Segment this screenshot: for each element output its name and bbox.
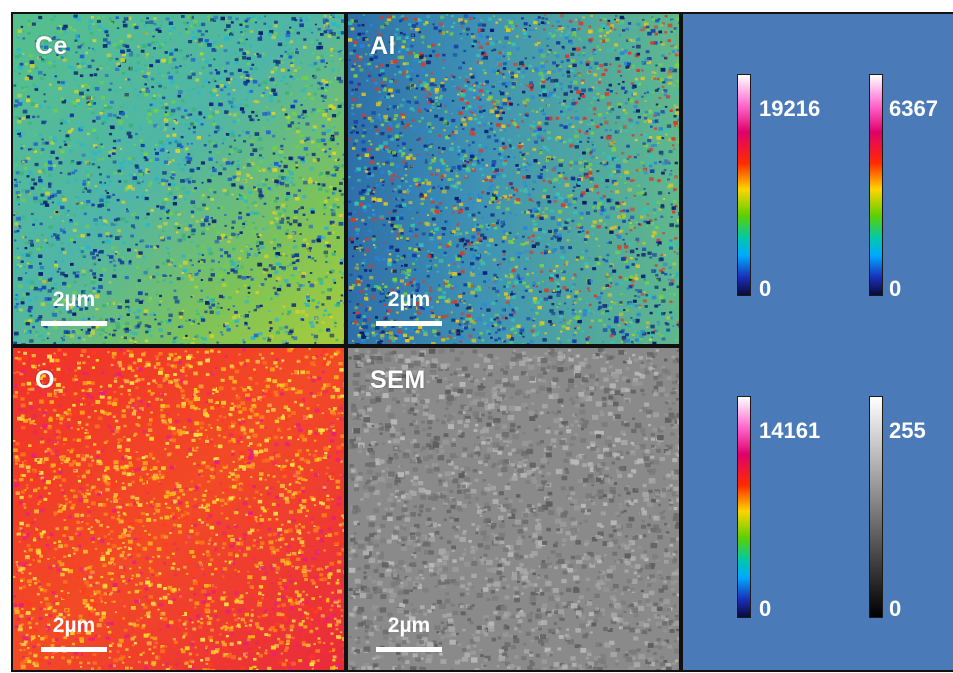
al-colorbar-min: 0 xyxy=(889,276,902,301)
ce-colorbar-min: 0 xyxy=(759,276,772,301)
o-scale-bar-label: 2µm xyxy=(52,614,96,637)
al-scale-bar: 2µm xyxy=(376,288,442,326)
sem-image-panel: SEM 2µm xyxy=(348,348,679,670)
sem-colorbar-min: 0 xyxy=(889,596,902,621)
ce-scale-bar: 2µm xyxy=(41,288,107,326)
o-scale-bar-line xyxy=(41,647,107,652)
ce-panel-label: Ce xyxy=(35,32,68,60)
ce-map-image xyxy=(13,14,344,344)
al-scale-bar-label: 2µm xyxy=(387,288,431,311)
ce-map-panel: Ce 2µm xyxy=(13,14,344,344)
ce-scale-bar-label: 2µm xyxy=(52,288,96,311)
o-scale-bar: 2µm xyxy=(41,614,107,652)
al-map-panel: Al 2µm xyxy=(348,14,679,344)
o-colorbar-min: 0 xyxy=(759,596,772,621)
o-map-panel: O 2µm xyxy=(13,348,344,670)
al-colorbar-max: 6367 xyxy=(889,96,938,121)
sem-panel-label: SEM xyxy=(370,366,426,394)
sem-image xyxy=(348,348,679,670)
ce-colorbar xyxy=(737,74,751,296)
sem-scale-bar: 2µm xyxy=(376,614,442,652)
sem-scale-bar-label: 2µm xyxy=(387,614,431,637)
colorbar-legend-area: 19216 0 6367 0 14161 0 255 0 xyxy=(683,14,953,670)
sem-colorbar xyxy=(869,396,883,618)
o-colorbar xyxy=(737,396,751,618)
al-map-image xyxy=(348,14,679,344)
ce-colorbar-max: 19216 xyxy=(759,96,821,121)
ce-scale-bar-line xyxy=(41,321,107,326)
sem-scale-bar-line xyxy=(376,647,442,652)
al-panel-label: Al xyxy=(370,32,396,60)
o-colorbar-max: 14161 xyxy=(759,418,821,443)
al-scale-bar-line xyxy=(376,321,442,326)
al-colorbar xyxy=(869,74,883,296)
o-map-image xyxy=(13,348,344,670)
eds-map-figure: Ce 2µm Al 2µm xyxy=(11,12,953,672)
o-panel-label: O xyxy=(35,366,55,394)
sem-colorbar-max: 255 xyxy=(889,418,926,443)
